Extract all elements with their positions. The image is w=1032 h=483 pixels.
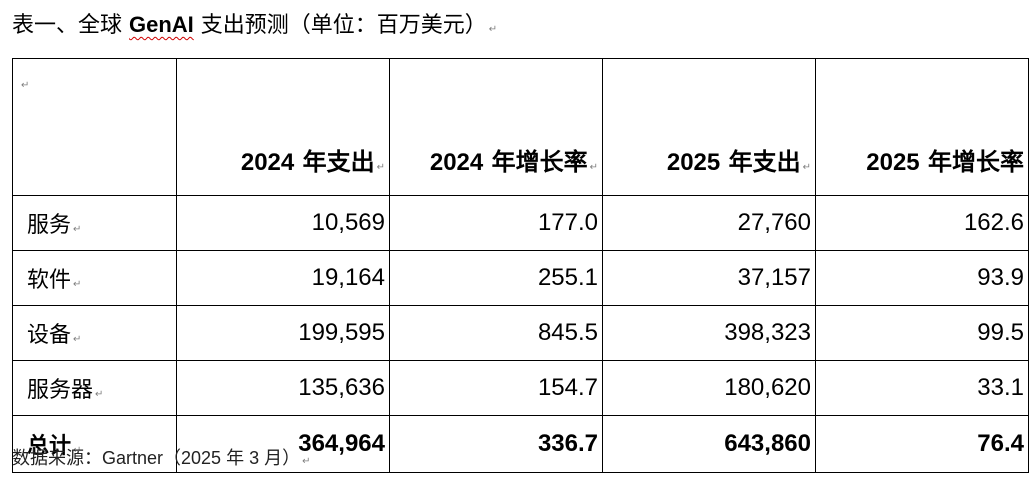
value-cell: 33.1 [815,360,1029,416]
row-name: 总计 [27,434,72,459]
value-cell: 177.0 [389,195,603,251]
table-row: 服务 ↵ 10,569 177.0 27,760 162.6 [12,195,1029,251]
paragraph-mark-icon: ↵ [376,162,385,173]
header-label: 年增长率 [919,148,1024,176]
title-suffix: 支出预测（单位：百万美元） [193,13,487,38]
row-name: 服务器 [27,378,94,403]
table-total-row: 总计 ↵ 364,964 336.7 643,860 76.4 [12,415,1029,473]
row-name: 软件 [27,268,72,293]
row-label: 服务 ↵ [12,195,177,251]
total-value-cell: 364,964 [176,415,390,473]
header-2025-growth: 2025 年增长率 [815,58,1029,196]
row-label: 总计 ↵ [12,415,177,473]
value-cell: 93.9 [815,250,1029,306]
header-year: 2024 [429,149,484,176]
value-cell: 37,157 [602,250,816,306]
value-cell: 199,595 [176,305,390,361]
genai-spending-table: ↵ 2024 年支出 ↵ 2024 年增长率 ↵ 2025 年支出 ↵ 2025 年增… [12,58,1029,473]
header-label: 年支出 [294,148,375,176]
source-value: Gartner（2025 年 3 月） [102,448,301,468]
value-cell: 27,760 [602,195,816,251]
paragraph-mark-icon: ↵ [73,334,82,345]
row-label: 服务器 ↵ [12,360,177,416]
value-cell: 162.6 [815,195,1029,251]
value-cell: 154.7 [389,360,603,416]
table-row: 设备 ↵ 199,595 845.5 398,323 99.5 [12,305,1029,361]
value-cell: 180,620 [602,360,816,416]
source-label: 数据来源： [12,448,102,469]
paragraph-mark-icon: ↵ [802,162,811,173]
paragraph-mark-icon: ↵ [73,224,82,235]
header-2025-spending: 2025 年支出 ↵ [602,58,816,196]
table-row: 软件 ↵ 19,164 255.1 37,157 93.9 [12,250,1029,306]
document-title: 表一、全球 GenAI 支出预测（单位：百万美元） ↵ [12,8,497,47]
row-label: 软件 ↵ [12,250,177,306]
value-cell: 19,164 [176,250,390,306]
header-corner-cell: ↵ [12,58,177,196]
total-value-cell: 76.4 [815,415,1029,473]
header-label: 年增长率 [483,148,588,176]
header-year: 2025 [866,149,920,176]
title-prefix: 表一、全球 [12,13,129,38]
header-year: 2024 [240,149,295,176]
source-note: 数据来源：Gartner（2025 年 3 月） ↵ [12,444,310,476]
header-label: 年支出 [720,148,801,176]
value-cell: 398,323 [602,305,816,361]
value-cell: 845.5 [389,305,603,361]
paragraph-mark-icon: ↵ [95,389,104,400]
header-2024-spending: 2024 年支出 ↵ [176,58,390,196]
title-brand: GenAI [129,12,194,37]
table-header-row: ↵ 2024 年支出 ↵ 2024 年增长率 ↵ 2025 年支出 ↵ 2025 年增… [12,58,1029,196]
header-2024-growth: 2024 年增长率 ↵ [389,58,603,196]
value-cell: 135,636 [176,360,390,416]
header-year: 2025 [666,149,721,176]
table-row: 服务器 ↵ 135,636 154.7 180,620 33.1 [12,360,1029,416]
total-value-cell: 643,860 [602,415,816,473]
row-name: 服务 [27,213,72,238]
row-name: 设备 [27,323,72,348]
paragraph-mark-icon: ↵ [21,80,30,91]
paragraph-mark-icon: ↵ [73,445,82,456]
paragraph-mark-icon: ↵ [73,279,82,290]
row-label: 设备 ↵ [12,305,177,361]
value-cell: 255.1 [389,250,603,306]
value-cell: 99.5 [815,305,1029,361]
paragraph-mark-icon: ↵ [302,456,311,467]
total-value-cell: 336.7 [389,415,603,473]
paragraph-mark-icon: ↵ [488,24,498,35]
value-cell: 10,569 [176,195,390,251]
paragraph-mark-icon: ↵ [589,162,598,173]
